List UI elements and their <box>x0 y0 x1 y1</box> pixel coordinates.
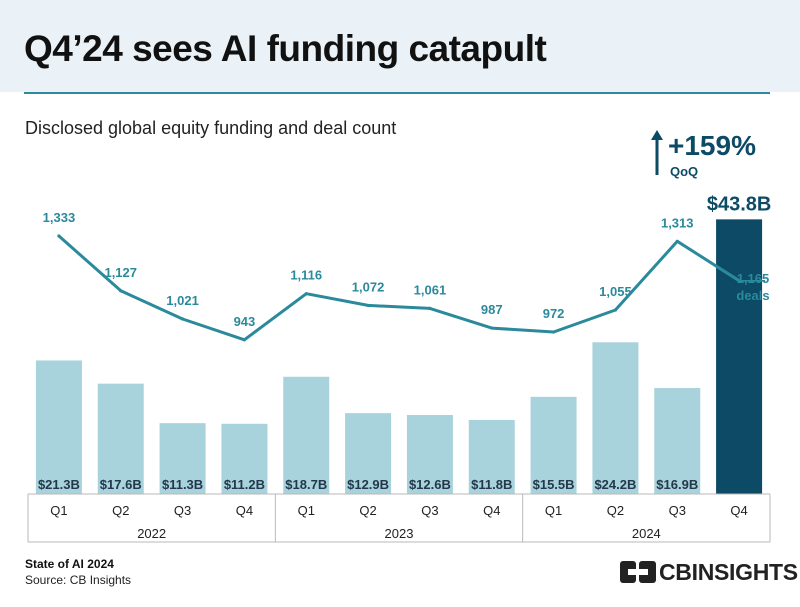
line-label-6: 1,061 <box>414 282 447 297</box>
bar-label-2: $11.3B <box>162 477 203 492</box>
tick-label-5: Q2 <box>359 503 376 518</box>
line-point-8 <box>551 330 556 334</box>
line-point-0 <box>57 234 61 238</box>
bar-label-3: $11.2B <box>224 477 265 492</box>
year-label-1: 2023 <box>385 526 414 541</box>
brand-name: CBINSIGHTS <box>659 558 798 585</box>
bar-label-0: $21.3B <box>38 477 80 492</box>
tick-label-4: Q1 <box>298 503 315 518</box>
chart-subtitle: Disclosed global equity funding and deal… <box>25 118 397 138</box>
line-label-5: 1,072 <box>352 279 385 294</box>
tick-label-0: Q1 <box>50 503 67 518</box>
line-point-9 <box>613 308 618 312</box>
line-label-suffix: deals <box>736 288 769 303</box>
bar-label-5: $12.9B <box>347 477 389 492</box>
bar-label-10: $16.9B <box>656 477 698 492</box>
line-label-8: 972 <box>543 306 565 321</box>
bar-5 <box>345 413 392 494</box>
line-point-3 <box>242 338 247 342</box>
line-point-6 <box>428 306 432 310</box>
bar-10 <box>654 388 701 494</box>
tick-label-8: Q1 <box>545 503 562 518</box>
bar-2 <box>159 423 206 494</box>
line-point-4 <box>304 292 308 296</box>
tick-label-3: Q4 <box>236 503 253 518</box>
line-label-0: 1,333 <box>43 210 76 225</box>
tick-label-6: Q3 <box>421 503 438 518</box>
line-point-2 <box>180 317 185 321</box>
bar-label-4: $18.7B <box>285 477 327 492</box>
bar-label-7: $11.8B <box>471 477 512 492</box>
bar-label-9: $24.2B <box>594 477 636 492</box>
year-label-0: 2022 <box>137 526 166 541</box>
bar-label-8: $15.5B <box>533 477 575 492</box>
line-label-10: 1,313 <box>661 215 694 230</box>
line-label-2: 1,021 <box>166 293 199 308</box>
line-label-11: 1,165 <box>737 271 770 286</box>
cb-insights-logo: CBINSIGHTS <box>620 558 798 585</box>
bar-label-6: $12.6B <box>409 477 451 492</box>
line-point-5 <box>366 303 370 308</box>
bar-0 <box>35 360 82 494</box>
tick-label-9: Q2 <box>607 503 624 518</box>
bar-11 <box>716 219 763 494</box>
tick-label-10: Q3 <box>669 503 686 518</box>
tick-label-2: Q3 <box>174 503 191 518</box>
line-label-1: 1,127 <box>104 265 137 280</box>
line-label-7: 987 <box>481 302 503 317</box>
bar-label-11: $43.8B <box>707 193 772 215</box>
line-point-7 <box>490 326 494 330</box>
bar-6 <box>406 414 453 494</box>
tick-label-1: Q2 <box>112 503 129 518</box>
qoq-label: QoQ <box>670 164 698 179</box>
source-note: Source: CB Insights <box>25 573 132 587</box>
bar-label-1: $17.6B <box>100 477 142 492</box>
bar-1 <box>97 383 144 494</box>
tick-label-11: Q4 <box>730 503 747 518</box>
cb-logo-icon <box>620 561 656 583</box>
header-band <box>0 0 800 92</box>
tick-label-7: Q4 <box>483 503 500 518</box>
bar-8 <box>530 396 577 494</box>
up-arrow-head-icon <box>651 130 663 140</box>
report-name: State of AI 2024 <box>25 557 114 571</box>
line-label-3: 943 <box>234 314 256 329</box>
bar-9 <box>592 342 639 494</box>
bar-4 <box>283 376 330 494</box>
bar-3 <box>221 423 268 494</box>
line-point-10 <box>675 239 679 243</box>
deal-count-line <box>57 234 741 342</box>
page-title: Q4’24 sees AI funding catapult <box>24 28 547 69</box>
title-divider <box>24 92 770 94</box>
qoq-change: +159% <box>668 130 756 161</box>
line-point-1 <box>119 289 123 293</box>
bar-7 <box>468 420 515 494</box>
year-label-2: 2024 <box>632 526 661 541</box>
line-label-4: 1,116 <box>290 268 322 283</box>
line-label-9: 1,055 <box>599 284 632 299</box>
